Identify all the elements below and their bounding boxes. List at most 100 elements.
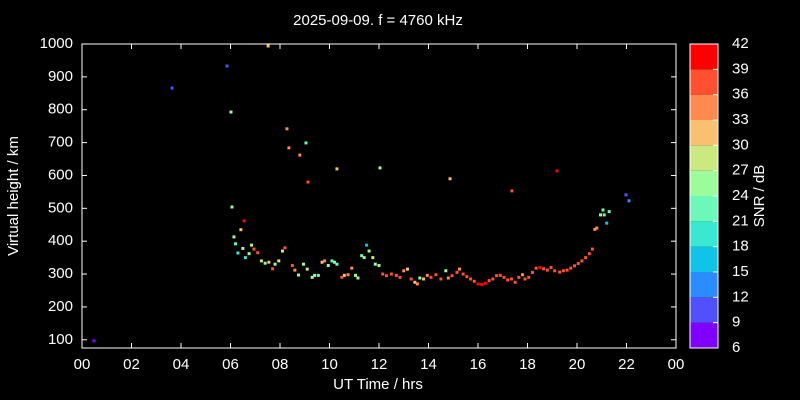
point — [502, 275, 506, 279]
chart-title: 2025-09-09. f = 4760 kHz — [293, 12, 463, 29]
point — [517, 275, 521, 279]
colorbar-tick-label: 36 — [732, 86, 749, 103]
point — [405, 267, 409, 271]
y-tick-label: 500 — [48, 199, 73, 216]
point — [483, 281, 487, 285]
x-tick-label: 20 — [569, 356, 586, 373]
point — [599, 213, 603, 217]
y-tick-label: 1000 — [40, 35, 73, 52]
point — [549, 265, 553, 269]
point — [555, 169, 559, 173]
colorbar-bin — [690, 44, 718, 70]
point — [394, 273, 398, 277]
point — [450, 274, 454, 278]
colorbar-tick-label: 27 — [732, 162, 749, 179]
point — [271, 267, 275, 271]
point — [605, 221, 609, 225]
point — [595, 226, 599, 230]
point — [472, 279, 476, 283]
point — [480, 283, 484, 287]
colorbar-bin — [690, 272, 718, 298]
point — [232, 235, 236, 239]
colorbar-tick-label: 18 — [732, 238, 749, 255]
point — [293, 268, 297, 272]
point — [242, 219, 246, 223]
point — [584, 256, 588, 260]
x-tick-label: 08 — [272, 356, 289, 373]
point — [342, 273, 346, 277]
colorbar-tick-label: 12 — [732, 288, 749, 305]
point — [439, 277, 443, 281]
point — [92, 339, 96, 343]
point — [593, 227, 597, 231]
y-axis-label: Virtual height / km — [5, 136, 22, 256]
point — [335, 262, 339, 266]
point — [304, 141, 308, 145]
colorbar-tick-label: 9 — [732, 314, 740, 331]
y-tick-label: 300 — [48, 265, 73, 282]
point — [553, 269, 557, 273]
point — [565, 268, 569, 272]
point — [491, 277, 495, 281]
point — [233, 242, 237, 246]
point — [256, 251, 260, 255]
colorbar-bin — [690, 94, 718, 120]
colorbar-bin — [690, 322, 718, 348]
point — [335, 167, 339, 171]
x-tick-label: 00 — [74, 356, 91, 373]
y-tick-label: 200 — [48, 298, 73, 315]
point — [239, 228, 243, 232]
colorbar-tick-label: 39 — [732, 60, 749, 77]
colorbar-bin — [690, 196, 718, 222]
point — [413, 280, 417, 284]
point — [266, 44, 270, 48]
point — [247, 252, 251, 256]
point — [534, 266, 538, 270]
point — [476, 282, 480, 286]
point — [283, 246, 287, 250]
x-tick-label: 14 — [420, 356, 437, 373]
point — [353, 273, 357, 277]
point — [356, 276, 360, 280]
point — [170, 86, 174, 90]
point — [429, 275, 433, 279]
point — [402, 269, 406, 273]
point — [418, 276, 422, 280]
point — [313, 273, 317, 277]
point — [422, 277, 426, 281]
point — [461, 272, 465, 276]
colorbar-tick-label: 6 — [732, 339, 740, 356]
colorbar-bin — [690, 297, 718, 323]
point — [448, 177, 452, 181]
point — [590, 247, 594, 251]
point — [498, 273, 502, 277]
point — [469, 277, 473, 281]
point — [350, 266, 354, 270]
point — [243, 256, 247, 260]
colorbar-bin — [690, 221, 718, 247]
point — [365, 243, 369, 247]
colorbar-bin — [690, 170, 718, 196]
point — [558, 270, 562, 274]
point — [310, 275, 314, 279]
y-tick-label: 800 — [48, 101, 73, 118]
colorbar-tick-label: 30 — [732, 136, 749, 153]
y-tick-label: 400 — [48, 232, 73, 249]
point — [362, 256, 366, 260]
point — [381, 272, 385, 276]
point — [320, 260, 324, 264]
x-tick-label: 02 — [123, 356, 140, 373]
x-axis-label: UT Time / hrs — [333, 376, 423, 393]
point — [601, 208, 605, 212]
point — [280, 249, 284, 253]
x-tick-label: 16 — [470, 356, 487, 373]
point — [290, 264, 294, 268]
colorbar-bin — [690, 145, 718, 171]
point — [236, 251, 240, 255]
point — [602, 213, 606, 217]
x-tick-label: 10 — [321, 356, 338, 373]
point — [323, 259, 327, 263]
point — [250, 243, 254, 247]
